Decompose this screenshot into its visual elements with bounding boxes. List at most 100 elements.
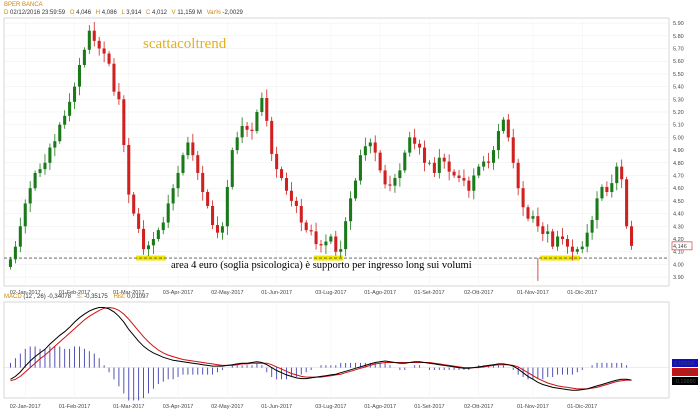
candle (146, 241, 151, 257)
candle (324, 234, 328, 254)
candle (442, 153, 446, 169)
candle (403, 150, 407, 173)
candle (245, 121, 249, 137)
candle (156, 227, 160, 242)
candle-body (373, 142, 377, 153)
candle (314, 222, 318, 250)
candle-body (97, 40, 101, 49)
candle (575, 246, 579, 255)
candle (398, 163, 402, 187)
high-label: H (95, 10, 101, 16)
candle-body (23, 203, 27, 227)
chart-title: BPER BANCA (4, 2, 43, 8)
candle (191, 133, 195, 161)
candle (319, 240, 323, 253)
price-x-axis: 02-Jan-2017 01-Feb-2017 01-Mar-2017 03-Apr-… (10, 290, 597, 296)
y-tick-label: 5.80 (673, 34, 684, 40)
y-tick-label: 5.00 (673, 135, 684, 141)
macd-right-label: -0,16880 (674, 379, 696, 385)
candle-body (615, 166, 619, 184)
candle-body (482, 161, 486, 167)
candle (33, 170, 37, 191)
x-tick-label: 01-Jun-2017 (261, 290, 292, 296)
candle-body (8, 259, 12, 267)
y-tick-label: 4.20 (673, 237, 684, 243)
candle-body (265, 98, 269, 121)
candle (363, 137, 367, 161)
candle-body (358, 155, 362, 181)
candle (270, 116, 274, 162)
candle-body (314, 231, 318, 245)
y-tick-label: 5.30 (673, 97, 684, 103)
candle-body (487, 161, 491, 163)
last-price-label: 4,146 (673, 244, 687, 250)
candle (211, 200, 215, 230)
candle-body (353, 180, 358, 199)
candle (137, 208, 141, 233)
candle-body (329, 236, 333, 242)
candle (393, 173, 397, 193)
candle (18, 217, 22, 253)
candle (472, 168, 476, 200)
candle (176, 165, 180, 197)
candle-body (556, 236, 560, 247)
candle-body (349, 198, 353, 222)
candle (447, 154, 451, 181)
candle-body (18, 226, 22, 247)
x-tick-label: 02-Jan-2017 (10, 290, 41, 296)
candle-body (171, 188, 175, 204)
hist-label: Hist: (113, 294, 126, 300)
candle-body (427, 162, 431, 164)
candle-body (58, 124, 62, 142)
candle-body (546, 231, 550, 234)
candle (255, 109, 259, 134)
candle (418, 139, 422, 155)
candle-body (610, 183, 614, 193)
y-tick-label: 5.60 (673, 59, 684, 65)
candle (73, 82, 77, 109)
candle (220, 222, 224, 240)
candle (260, 92, 264, 117)
low-label: L (121, 10, 125, 16)
candle (595, 191, 599, 229)
candle-body (53, 141, 57, 148)
candle (304, 219, 308, 233)
y-tick-label: 5.70 (673, 46, 684, 52)
macd-x-tick-label: 01-Mar-2017 (113, 404, 145, 410)
candle-body (491, 150, 496, 163)
candle (102, 41, 106, 63)
candle-body (215, 225, 220, 233)
candle-body (137, 213, 141, 229)
candles (8, 22, 634, 281)
candle (275, 146, 279, 178)
macd-right-label: -0,16108 (674, 370, 696, 376)
candle (378, 150, 382, 173)
candle-body (368, 142, 372, 147)
candle (462, 169, 466, 187)
candle-body (457, 175, 461, 179)
signal-value-box (672, 368, 698, 376)
candle (408, 131, 412, 157)
candle-body (393, 178, 397, 186)
candle-body (275, 153, 279, 170)
candle-body (220, 226, 224, 233)
macd-x-tick-label: 02-May-2017 (211, 404, 243, 410)
candle (122, 95, 126, 153)
candle (63, 110, 67, 129)
candle-body (191, 142, 195, 156)
candle-body (388, 184, 392, 186)
candle-body (299, 205, 303, 223)
candle (353, 178, 358, 201)
volume-value: 11,159 M (177, 10, 202, 16)
var-label: Var% (206, 10, 221, 16)
candle (127, 137, 131, 204)
candle-body (511, 137, 515, 163)
macd-histogram (4, 346, 669, 401)
support-annotation: area 4 euro (soglia psicologica) è suppo… (171, 260, 472, 271)
candle (477, 164, 481, 179)
candle-body (77, 64, 82, 87)
y-tick-label: 4.40 (673, 212, 684, 218)
candle-body (87, 30, 91, 50)
candle (53, 134, 57, 157)
